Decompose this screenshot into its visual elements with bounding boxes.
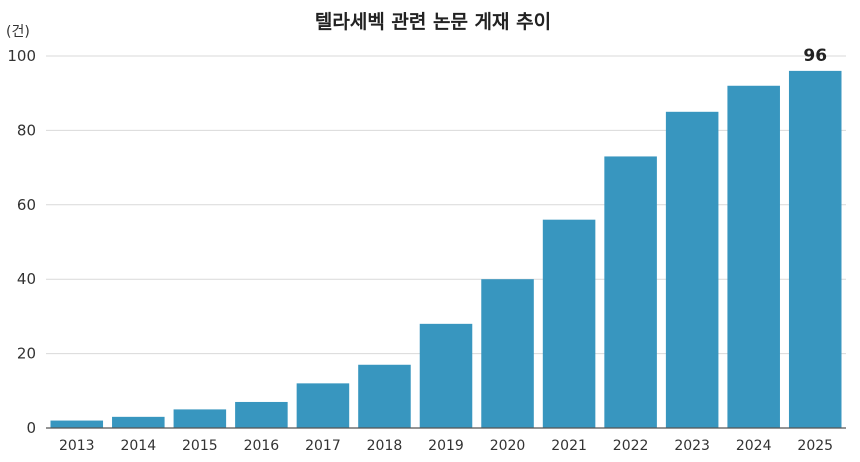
bar bbox=[481, 279, 534, 428]
x-tick-label: 2025 bbox=[797, 438, 833, 454]
bar bbox=[419, 323, 473, 428]
bar bbox=[665, 111, 719, 429]
bar bbox=[173, 409, 227, 428]
bar bbox=[788, 70, 842, 428]
data-labels: 96 bbox=[803, 46, 827, 66]
x-tick-label: 2021 bbox=[551, 438, 587, 454]
bar bbox=[604, 156, 657, 428]
x-tick-label: 2013 bbox=[59, 438, 95, 454]
x-tick-label: 2019 bbox=[428, 438, 464, 454]
bar bbox=[542, 219, 596, 428]
y-tick-label: 40 bbox=[17, 270, 36, 288]
bar bbox=[235, 401, 288, 428]
y-tick-label: 80 bbox=[17, 121, 36, 139]
bar bbox=[50, 420, 104, 428]
y-tick-label: 0 bbox=[26, 419, 36, 437]
bar bbox=[727, 85, 780, 428]
x-tick-label: 2014 bbox=[120, 438, 156, 454]
y-unit-label: (건) bbox=[6, 24, 30, 40]
bars bbox=[50, 70, 842, 429]
bar bbox=[112, 416, 165, 428]
x-tick-label: 2015 bbox=[182, 438, 218, 454]
x-tick-label: 2024 bbox=[736, 438, 772, 454]
y-tick-label: 20 bbox=[17, 345, 36, 363]
data-label: 96 bbox=[803, 46, 827, 66]
x-tick-label: 2018 bbox=[367, 438, 403, 454]
x-tick-label: 2016 bbox=[244, 438, 280, 454]
bar bbox=[296, 383, 350, 428]
x-tick-label: 2023 bbox=[674, 438, 710, 454]
x-tick-label: 2022 bbox=[613, 438, 649, 454]
chart-title: 텔라세벡 관련 논문 게재 추이 bbox=[315, 11, 551, 33]
x-tick-label: 2020 bbox=[490, 438, 526, 454]
y-axis-ticks: 0 20 40 60 80 100 bbox=[7, 47, 36, 437]
x-axis-ticks: 2013 2014 2015 2016 2017 2018 2019 2020 2021 2022… bbox=[59, 438, 833, 454]
gridlines bbox=[46, 55, 846, 355]
x-tick-label: 2017 bbox=[305, 438, 341, 454]
y-tick-label: 60 bbox=[17, 196, 36, 214]
y-tick-label: 100 bbox=[7, 47, 36, 65]
bar bbox=[358, 364, 411, 428]
